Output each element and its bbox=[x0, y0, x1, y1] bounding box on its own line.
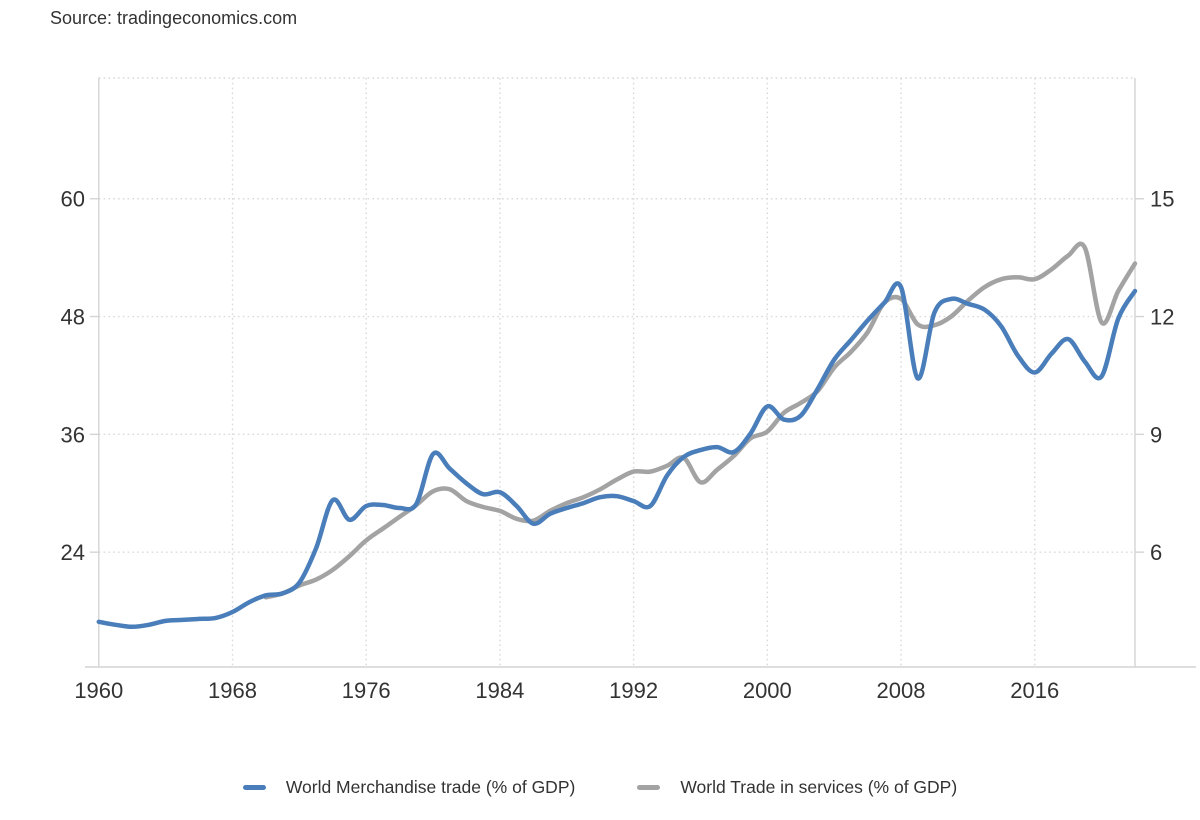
series-line-merchandise bbox=[96, 281, 1138, 630]
x-axis-label: 2016 bbox=[1010, 678, 1059, 703]
x-axis-label: 2000 bbox=[743, 678, 792, 703]
chart-canvas: 24 36 48 60 6 9 12 15 1960 1968 1976 1984 1992 2000 20… bbox=[61, 77, 1196, 703]
x-axis-label: 1984 bbox=[475, 678, 524, 703]
series-line-services bbox=[263, 241, 1138, 600]
y-axis-label-right: 9 bbox=[1150, 422, 1162, 447]
legend: World Merchandise trade (% of GDP) World… bbox=[0, 777, 1200, 798]
y-axis-label-left: 24 bbox=[61, 540, 85, 565]
y-axis-label-left: 48 bbox=[61, 305, 85, 330]
legend-label-merchandise: World Merchandise trade (% of GDP) bbox=[285, 777, 576, 797]
y-axis-label-right: 15 bbox=[1150, 187, 1174, 212]
y-axis-label-left: 60 bbox=[61, 187, 85, 212]
legend-swatch-merchandise-icon bbox=[242, 785, 266, 790]
source-label: Source: tradingeconomics.com bbox=[50, 8, 298, 28]
x-axis-label: 1968 bbox=[208, 678, 257, 703]
legend-item-services[interactable]: World Trade in services (% of GDP) bbox=[637, 777, 957, 798]
x-axis-label: 1976 bbox=[342, 678, 391, 703]
legend-label-services: World Trade in services (% of GDP) bbox=[680, 777, 958, 797]
x-axis-label: 1992 bbox=[609, 678, 658, 703]
y-axis-label-right: 6 bbox=[1150, 540, 1162, 565]
legend-swatch-services-icon bbox=[637, 785, 661, 790]
y-axis-label-right: 12 bbox=[1150, 305, 1174, 330]
x-axis-label: 1960 bbox=[74, 678, 123, 703]
legend-item-merchandise[interactable]: World Merchandise trade (% of GDP) bbox=[242, 777, 576, 798]
y-axis-label-left: 36 bbox=[61, 422, 85, 447]
x-axis-label: 2008 bbox=[877, 678, 926, 703]
